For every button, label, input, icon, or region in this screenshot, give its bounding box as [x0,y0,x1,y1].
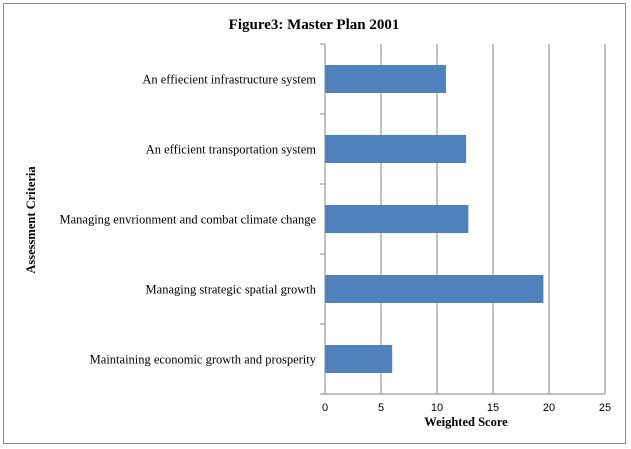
x-tick-labels: 0 5 10 15 20 25 [322,402,611,414]
y-axis-title: Assessment Criteria [24,166,38,274]
bar [325,275,544,303]
category-label: An effiecient infrastructure system [142,73,316,87]
gridlines [320,43,606,395]
bar [325,65,446,93]
category-label: Managing envrionment and combat climate … [59,213,316,227]
bar [325,345,393,373]
bar [325,205,469,233]
bar [325,135,467,163]
x-tick-label: 15 [487,402,499,414]
chart-title: Figure3: Master Plan 2001 [229,17,400,33]
x-axis-title: Weighted Score [424,415,508,429]
category-label: An efficient transportation system [146,143,316,157]
category-label: Maintaining economic growth and prosperi… [90,353,317,367]
x-tick-label: 5 [378,402,384,414]
category-label: Managing strategic spatial growth [146,283,317,297]
x-tick-label: 10 [431,402,443,414]
bars [325,65,544,373]
x-tick-label: 0 [322,402,328,414]
x-tick-label: 20 [543,402,555,414]
x-tick-label: 25 [599,402,611,414]
category-labels: An effiecient infrastructure system An ef… [59,73,316,367]
chart-frame: Figure3: Master Plan 2001 An effiecient … [3,3,626,444]
bar-chart: Figure3: Master Plan 2001 An effiecient … [24,17,611,429]
